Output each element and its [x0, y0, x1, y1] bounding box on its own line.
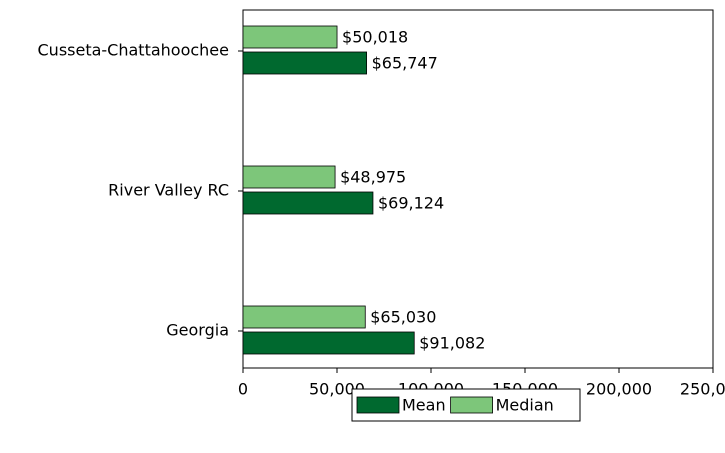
y-tick-label: Cusseta-Chattahoochee [38, 41, 230, 60]
value-label: $65,030 [370, 308, 436, 327]
x-tick-label: 250,000 [680, 380, 725, 399]
value-label: $50,018 [342, 28, 408, 47]
legend-label: Median [496, 396, 554, 415]
bar [242, 191, 374, 215]
plot-frame [242, 9, 714, 369]
bar [242, 331, 415, 355]
bar [242, 165, 336, 189]
value-label: $65,747 [372, 54, 438, 73]
x-tick-label: 200,000 [586, 380, 652, 399]
x-tick-label: 50,000 [309, 380, 365, 399]
x-tick-label: 0 [238, 380, 248, 399]
y-tick-label: Georgia [166, 321, 229, 340]
value-label: $91,082 [419, 334, 485, 353]
legend-label: Mean [402, 396, 446, 415]
y-tick-label: River Valley RC [108, 181, 229, 200]
bar [242, 51, 368, 75]
legend-swatch [356, 396, 400, 414]
value-label: $48,975 [340, 168, 406, 187]
value-label: $69,124 [378, 194, 444, 213]
bar [242, 25, 338, 49]
bar [242, 305, 366, 329]
legend-swatch [450, 396, 493, 414]
